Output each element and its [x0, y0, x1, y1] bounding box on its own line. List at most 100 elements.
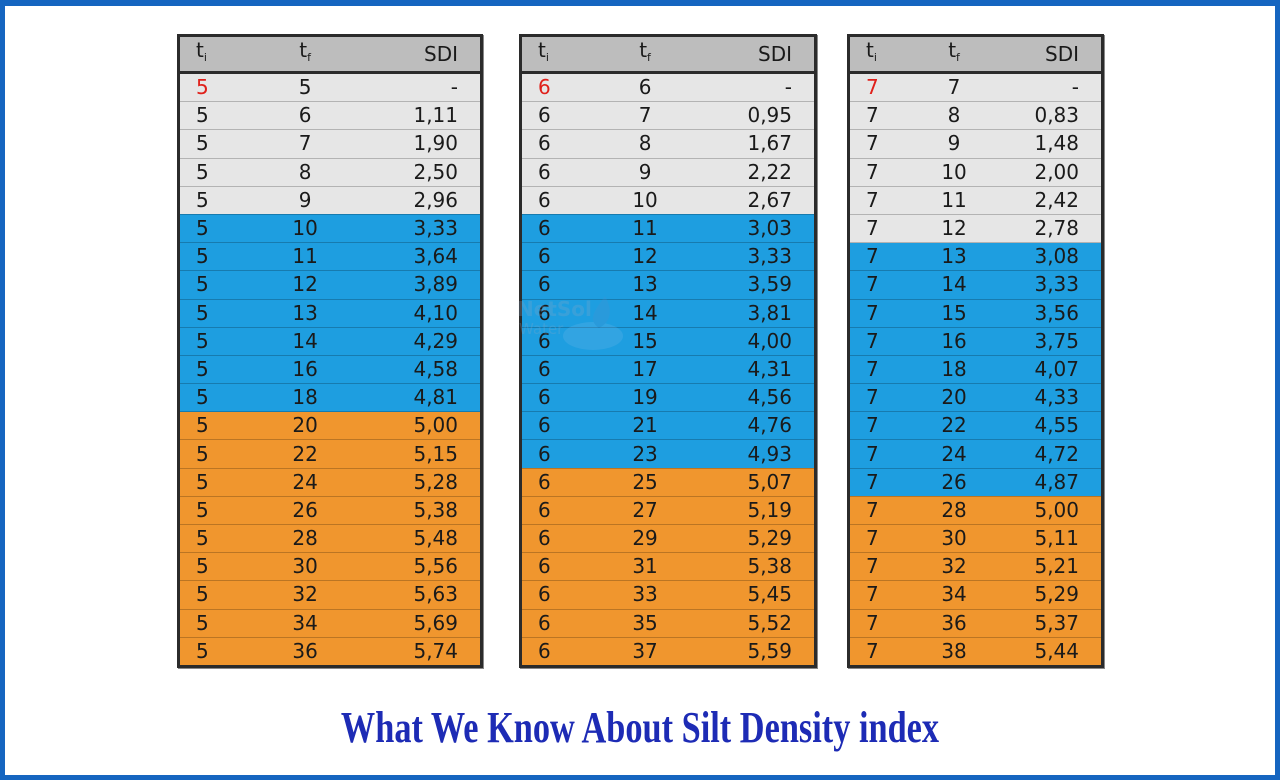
cell-sdi: 5,37 [996, 609, 1103, 638]
table-row: 7 18 4,07 [848, 355, 1103, 385]
cell-tf: 13 [253, 299, 357, 328]
cell-sdi: 5,29 [996, 580, 1103, 610]
cell-tf: 33 [595, 580, 695, 610]
cell-tf: 18 [253, 383, 357, 413]
table-header-row: ti tf SDI [178, 35, 482, 74]
cell-ti: 7 [848, 129, 912, 159]
header-tf: tf [253, 35, 357, 74]
cell-tf: 12 [253, 270, 357, 300]
cell-tf: 10 [253, 214, 357, 244]
header-ti: ti [178, 35, 254, 74]
table-row: 6 17 4,31 [520, 355, 816, 385]
cell-sdi: 4,72 [996, 439, 1103, 469]
cell-tf: 11 [911, 186, 997, 215]
cell-ti: 5 [178, 355, 254, 385]
table-row: 5 20 5,00 [178, 411, 482, 441]
cell-tf: 10 [595, 186, 695, 215]
table-row: 5 36 5,74 [178, 637, 482, 667]
cell-tf: 14 [595, 299, 695, 328]
table-row: 5 10 3,33 [178, 214, 482, 244]
cell-tf: 12 [911, 214, 997, 244]
cell-ti: 6 [520, 524, 596, 554]
cell-ti: 5 [178, 270, 254, 300]
table-row: 5 34 5,69 [178, 609, 482, 638]
cell-tf: 29 [595, 524, 695, 554]
cell-tf: 30 [253, 552, 357, 582]
table-row: 5 14 4,29 [178, 327, 482, 356]
cell-sdi: 4,33 [996, 383, 1103, 413]
cell-sdi: 5,00 [356, 411, 482, 441]
cell-ti: 7 [848, 439, 912, 469]
cell-sdi: - [996, 72, 1103, 103]
cell-ti: 5 [178, 327, 254, 356]
header-ti: ti [520, 35, 596, 74]
table-row: 6 8 1,67 [520, 129, 816, 159]
table-row: 5 26 5,38 [178, 496, 482, 526]
cell-tf: 7 [911, 72, 997, 103]
cell-ti: 7 [848, 270, 912, 300]
table-row: 7 36 5,37 [848, 609, 1103, 638]
table-row: 5 18 4,81 [178, 383, 482, 413]
cell-sdi: 3,08 [996, 242, 1103, 272]
cell-ti: 6 [520, 637, 596, 667]
cell-ti: 7 [848, 186, 912, 215]
cell-tf: 10 [911, 158, 997, 187]
cell-sdi: 4,31 [694, 355, 816, 385]
cell-tf: 9 [911, 129, 997, 159]
cell-tf: 7 [595, 101, 695, 131]
table-row: 6 11 3,03 [520, 214, 816, 244]
cell-sdi: 0,83 [996, 101, 1103, 131]
cell-ti: 6 [520, 439, 596, 469]
table-row: 6 25 5,07 [520, 468, 816, 497]
table-row: 7 14 3,33 [848, 270, 1103, 300]
sdi-table-ti-7: ti tf SDI 7 7-7 8 0,83 7 9 1,48 7 10 2,00 7 11 2,42 7… [847, 34, 1104, 668]
cell-tf: 28 [253, 524, 357, 554]
table-row: 7 20 4,33 [848, 383, 1103, 413]
cell-sdi: 5,44 [996, 637, 1103, 667]
cell-tf: 8 [911, 101, 997, 131]
cell-tf: 30 [911, 524, 997, 554]
cell-tf: 15 [911, 299, 997, 328]
cell-sdi: 4,29 [356, 327, 482, 356]
cell-sdi: 5,21 [996, 552, 1103, 582]
table-row: 6 7 0,95 [520, 101, 816, 131]
cell-ti: 5 [178, 552, 254, 582]
cell-sdi: 4,10 [356, 299, 482, 328]
cell-ti: 7 [848, 637, 912, 667]
cell-sdi: 4,76 [694, 411, 816, 441]
header-sdi: SDI [694, 35, 816, 74]
cell-ti: 7 [848, 299, 912, 328]
cell-tf: 6 [253, 101, 357, 131]
table-row: 7 10 2,00 [848, 158, 1103, 187]
table-row: 6 35 5,52 [520, 609, 816, 638]
cell-tf: 22 [911, 411, 997, 441]
table-row: 6 12 3,33 [520, 242, 816, 272]
cell-ti: 7 [848, 158, 912, 187]
table-row: 6 21 4,76 [520, 411, 816, 441]
cell-ti: 5 [178, 609, 254, 638]
cell-ti: 6 [520, 411, 596, 441]
table-row: 7 38 5,44 [848, 637, 1103, 667]
cell-tf: 27 [595, 496, 695, 526]
cell-sdi: 5,07 [694, 468, 816, 497]
cell-tf: 28 [911, 496, 997, 526]
cell-tf: 32 [253, 580, 357, 610]
cell-tf: 16 [911, 327, 997, 356]
cell-tf: 8 [595, 129, 695, 159]
cell-tf: 24 [253, 468, 357, 497]
cell-sdi: 5,45 [694, 580, 816, 610]
cell-sdi: 2,50 [356, 158, 482, 187]
cell-tf: 17 [595, 355, 695, 385]
cell-ti: 7 [848, 609, 912, 638]
cell-sdi: 3,75 [996, 327, 1103, 356]
table-row: 7 28 5,00 [848, 496, 1103, 526]
cell-ti: 6 [520, 186, 596, 215]
table-row: 7 13 3,08 [848, 242, 1103, 272]
cell-ti: 5 [178, 383, 254, 413]
cell-sdi: - [694, 72, 816, 103]
cell-sdi: 4,00 [694, 327, 816, 356]
cell-tf: 14 [253, 327, 357, 356]
cell-ti: 6 [520, 327, 596, 356]
